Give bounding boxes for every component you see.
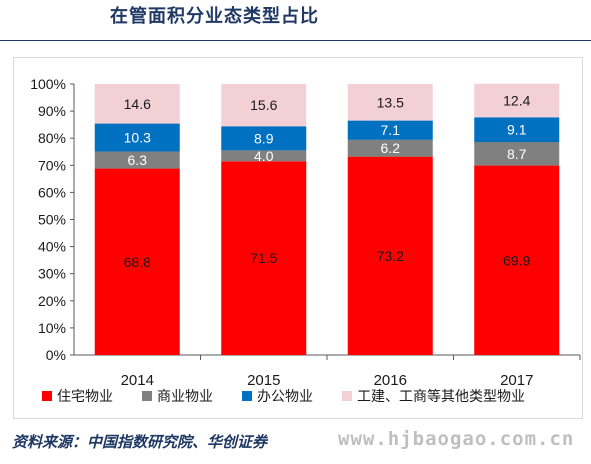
legend-label: 商业物业 <box>157 389 213 405</box>
data-label: 4.0 <box>254 148 274 164</box>
data-label: 6.2 <box>381 140 401 156</box>
legend-swatch <box>142 391 152 401</box>
y-tick-label: 80% <box>38 130 66 146</box>
bar-segment <box>474 165 560 355</box>
bar-segment <box>347 120 433 140</box>
chart-frame <box>13 57 583 419</box>
y-tick-label: 50% <box>38 212 66 228</box>
bar-segment <box>474 141 560 166</box>
legend-swatch <box>342 391 352 401</box>
bar-segment <box>221 161 307 355</box>
data-label: 8.9 <box>254 130 274 146</box>
bar-segment <box>474 83 560 118</box>
y-tick-label: 30% <box>38 266 66 282</box>
data-label: 68.8 <box>124 254 151 270</box>
data-label: 6.3 <box>128 152 148 168</box>
x-tick-label: 2014 <box>121 372 154 389</box>
y-tick-label: 0% <box>46 347 66 363</box>
y-tick-label: 10% <box>38 320 66 336</box>
data-label: 69.9 <box>503 252 530 268</box>
data-label: 12.4 <box>503 93 530 109</box>
bar-segment <box>347 139 433 157</box>
bar-segment <box>94 84 180 124</box>
y-tick-label: 100% <box>30 76 66 92</box>
data-label: 10.3 <box>124 130 151 146</box>
title-divider <box>0 40 591 41</box>
y-tick-label: 20% <box>38 293 66 309</box>
bar-segment <box>221 150 307 162</box>
stacked-bar-chart: 0% 10% 20% 30% 40% 50% 60% 70% 80% 90% 100% 2014 201… <box>30 76 581 405</box>
data-label: 9.1 <box>507 122 527 138</box>
data-label: 73.2 <box>377 248 404 264</box>
legend-swatch <box>242 391 252 401</box>
legend-label: 住宅物业 <box>57 389 113 405</box>
bar-segment <box>221 126 307 151</box>
watermark: www.hjbaogao.com.cn <box>338 428 575 450</box>
y-tick-label: 60% <box>38 184 66 200</box>
legend-label: 办公物业 <box>257 389 313 405</box>
bar-segment <box>474 117 560 142</box>
bar-segment <box>347 84 433 121</box>
data-label: 14.6 <box>124 96 151 112</box>
bar-segment <box>221 84 307 127</box>
chart-title: 在管面积分业态类型占比 <box>110 6 319 27</box>
data-label: 7.1 <box>381 122 401 138</box>
x-tick-label: 2017 <box>500 372 533 389</box>
data-label: 8.7 <box>507 146 527 162</box>
source-note: 资料来源：中国指数研究院、华创证券 <box>12 433 268 451</box>
data-label: 15.6 <box>250 97 277 113</box>
data-label: 71.5 <box>250 250 277 266</box>
legend-swatch <box>42 391 52 401</box>
bar-segment <box>94 168 180 355</box>
legend-label: 工建、工商等其他类型物业 <box>357 388 525 405</box>
bar-segment <box>94 151 180 169</box>
x-tick-label: 2016 <box>374 372 407 389</box>
x-tick-label: 2015 <box>247 372 280 389</box>
bar-segment <box>94 123 180 152</box>
y-tick-label: 40% <box>38 239 66 255</box>
bar-segment <box>347 156 433 355</box>
y-tick-label: 90% <box>38 103 66 119</box>
y-tick-label: 70% <box>38 157 66 173</box>
data-label: 13.5 <box>377 94 404 110</box>
